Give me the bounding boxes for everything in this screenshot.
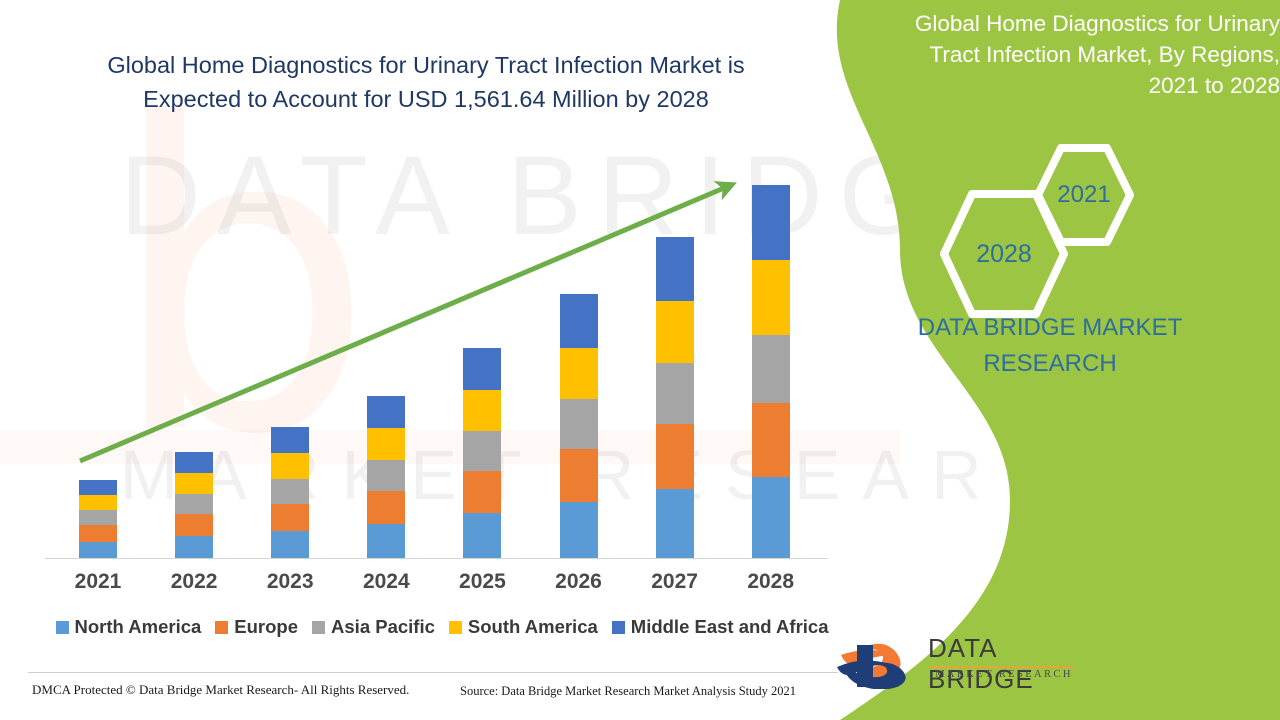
bar-segment-middle-east-and-africa	[655, 237, 694, 301]
x-label-2022: 2022	[170, 570, 218, 593]
bar-segment-asia-pacific	[79, 510, 117, 525]
copyright-notice: DMCA Protected © Data Bridge Market Rese…	[32, 682, 410, 697]
bar-segment-asia-pacific	[559, 399, 598, 449]
bar-segment-south-america	[367, 428, 406, 460]
bar-segment-middle-east-and-africa	[463, 348, 502, 390]
bar-segment-europe	[271, 504, 310, 531]
bar-2021	[79, 480, 117, 558]
bar-segment-south-america	[79, 495, 117, 510]
bar-segment-middle-east-and-africa	[751, 185, 790, 260]
bar-segment-middle-east-and-africa	[559, 294, 598, 348]
page-title: Global Home Diagnostics for Urinary Trac…	[107, 52, 745, 112]
x-label-2025: 2025	[459, 570, 506, 593]
bar-segment-south-america	[271, 453, 310, 479]
bar-2027	[655, 237, 694, 558]
bar-segment-north-america	[559, 502, 598, 558]
bar-segment-middle-east-and-africa	[271, 427, 310, 453]
panel-shape	[836, 0, 1280, 720]
logo-divider	[930, 666, 1073, 668]
legend-item-north-america[interactable]: North America	[55, 616, 202, 638]
hexagon-2028-label: 2028	[976, 239, 1032, 268]
legend-item-middle-east-and-africa[interactable]: Middle East and Africa	[611, 616, 829, 638]
x-axis-line	[45, 558, 828, 559]
bar-segment-south-america	[751, 260, 790, 335]
logo-subtext: MARKET RESEARCH	[935, 669, 1073, 680]
bar-2022	[175, 452, 214, 558]
legend-item-south-america[interactable]: South America	[448, 616, 598, 638]
x-label-2028: 2028	[747, 570, 795, 593]
bar-segment-north-america	[367, 524, 406, 558]
logo-mark-icon	[837, 627, 906, 690]
source-notice: Source: Data Bridge Market Research Mark…	[460, 684, 797, 698]
bar-segment-south-america	[463, 390, 502, 431]
x-label-2024: 2024	[362, 570, 410, 593]
bar-2025	[463, 348, 502, 558]
bar-segment-asia-pacific	[655, 363, 694, 424]
bar-segment-north-america	[271, 531, 310, 558]
bar-segment-europe	[751, 403, 790, 477]
x-label-2021: 2021	[74, 570, 122, 593]
bar-segment-europe	[559, 449, 598, 502]
bar-segment-asia-pacific	[175, 494, 214, 514]
legend-swatch-icon	[611, 620, 625, 634]
x-axis-labels: 2021 2022 2023 2024 2025 2026 2027 2028	[0, 570, 860, 600]
bar-segment-europe	[79, 525, 117, 542]
bar-2023	[271, 427, 310, 558]
bar-segment-asia-pacific	[751, 335, 790, 403]
brand-name-text: DATA BRIDGE MARKET RESEARCH	[917, 314, 1183, 377]
company-logo: DATA BRIDGE MARKET RESEARCH	[835, 625, 1075, 705]
bar-segment-north-america	[79, 542, 117, 558]
bar-segment-north-america	[463, 513, 502, 558]
bar-2028	[751, 185, 790, 558]
legend-label: North America	[74, 616, 202, 637]
bar-segment-asia-pacific	[271, 479, 310, 504]
bar-segment-europe	[367, 491, 406, 524]
hexagon-2021	[1034, 144, 1134, 246]
bar-segment-europe	[463, 471, 502, 513]
bar-group	[79, 185, 790, 558]
legend-swatch-icon	[55, 620, 69, 634]
legend-item-asia-pacific[interactable]: Asia Pacific	[312, 616, 435, 638]
legend-swatch-icon	[448, 620, 462, 634]
bar-segment-north-america	[751, 477, 790, 558]
chart-legend: North America Europe Asia Pacific South Ame…	[52, 616, 832, 638]
bar-segment-asia-pacific	[367, 460, 406, 491]
bar-segment-south-america	[655, 301, 694, 363]
x-label-2027: 2027	[651, 570, 698, 593]
logo-wordmark: DATA BRIDGE	[928, 633, 1034, 694]
bar-segment-europe	[175, 514, 214, 536]
panel-title: Global Home Diagnostics for Urinary Trac…	[914, 11, 1280, 98]
bar-2026	[559, 294, 598, 558]
legend-item-europe[interactable]: Europe	[215, 616, 298, 638]
bar-segment-middle-east-and-africa	[367, 396, 406, 428]
bar-segment-south-america	[175, 473, 214, 494]
bar-2024	[367, 396, 406, 558]
legend-label: Asia Pacific	[331, 616, 435, 637]
footer-divider	[28, 672, 838, 673]
brand-side-panel: Global Home Diagnostics for Urinary Trac…	[810, 0, 1280, 720]
legend-swatch-icon	[215, 620, 229, 634]
stacked-bar-chart: 2021 2022 2023 2024 2025 2026 2027 2028	[0, 181, 860, 600]
bar-segment-europe	[655, 424, 694, 489]
legend-label: Europe	[234, 616, 299, 637]
x-label-2023: 2023	[266, 570, 314, 593]
bar-segment-middle-east-and-africa	[79, 480, 117, 495]
x-label-2026: 2026	[555, 570, 602, 593]
legend-label: South America	[467, 616, 598, 637]
bar-segment-south-america	[559, 348, 598, 399]
legend-label: Middle East and Africa	[630, 616, 829, 637]
bar-segment-middle-east-and-africa	[175, 452, 214, 473]
bar-segment-asia-pacific	[463, 431, 502, 471]
bar-segment-north-america	[655, 489, 694, 558]
legend-swatch-icon	[312, 620, 326, 634]
bar-segment-north-america	[175, 536, 214, 558]
hexagon-2021-label: 2021	[1057, 181, 1111, 208]
